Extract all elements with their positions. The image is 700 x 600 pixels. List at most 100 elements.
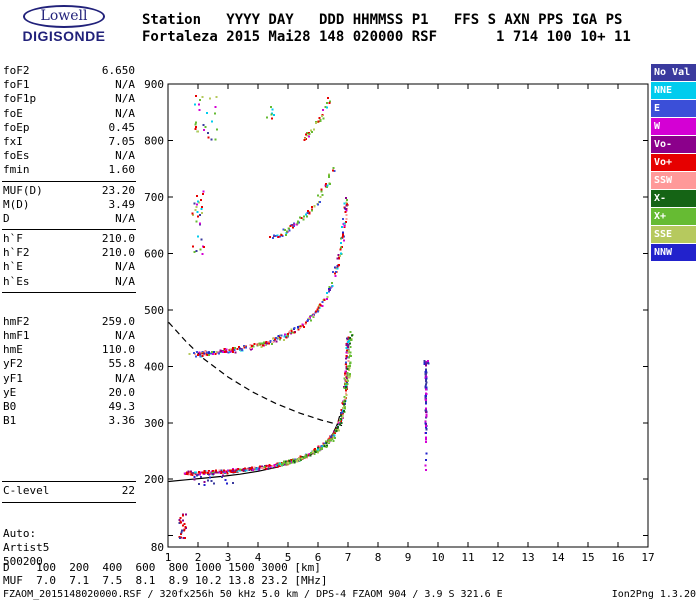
param-row: foF1 N/A [3, 78, 135, 92]
param-value: N/A [115, 329, 135, 342]
param-row: foE N/A [3, 107, 135, 121]
x-tick-label: 5 [285, 551, 292, 564]
legend-item-vo+: Vo+ [651, 154, 696, 171]
param-label: foEp [3, 120, 30, 134]
station-header: Station YYYY DAY DDD HHMMSS P1 FFS S AXN… [142, 12, 631, 46]
legend-item-sse: SSE [651, 226, 696, 243]
muf-distance-table: D 100 200 400 600 800 1000 1500 3000 [km… [3, 561, 328, 587]
param-row: foEs N/A [3, 149, 135, 163]
param-value: N/A [115, 371, 135, 385]
y-axis: 900 800 700 600 500 400 300 200 80 [144, 78, 648, 554]
param-label: 500200 [3, 554, 43, 568]
param-row: fxI 7.05 [3, 135, 135, 149]
param-group: Auto: Artist5 500200 [2, 525, 136, 573]
legend-item-nnw: NNW [651, 244, 696, 261]
param-row: B1 3.36 [3, 414, 135, 428]
param-value: 20.0 [108, 385, 136, 399]
param-row: yF2 55.8 [3, 357, 135, 371]
param-label: fmin [3, 163, 30, 177]
y-tick-label: 900 [144, 78, 164, 91]
series-fourth-order-echo [303, 97, 331, 142]
status-program-version: Ion2Png 1.3.20 [611, 589, 696, 600]
x-tick-label: 3 [225, 551, 232, 564]
series-e-region-echo [178, 513, 187, 540]
y-tick-label: 500 [144, 304, 164, 317]
param-row: 500200 [3, 555, 135, 569]
muf-table-muf-row: MUF 7.0 7.1 7.5 8.1 8.9 10.2 13.8 23.2 [… [3, 574, 328, 587]
logo-brand-text: Lowell [40, 8, 88, 24]
x-tick-label: 14 [551, 551, 565, 564]
param-value: 6.650 [101, 64, 135, 77]
param-value: N/A [115, 78, 135, 92]
series-f-trace-first-order [183, 336, 351, 476]
param-label: foF1p [3, 92, 37, 106]
param-value: 7.05 [108, 134, 136, 148]
header-column-titles: Station YYYY DAY DDD HHMMSS P1 FFS S AXN… [142, 12, 623, 28]
ionogram-svg: 1 2 3 4 5 6 7 8 9 10 11 12 13 14 15 16 17900800700600500… [144, 78, 655, 564]
param-label: h`E [3, 260, 23, 274]
legend-item-ssw: SSW [651, 172, 696, 189]
y-tick-label: 400 [144, 360, 164, 373]
param-row: Artist5 [3, 541, 135, 555]
param-row: B0 49.3 [3, 400, 135, 414]
param-row: h`F 210.0 [3, 232, 135, 246]
legend-item-no-val: No Val [651, 64, 696, 81]
param-value: 22 [121, 484, 135, 498]
y-tick-label: 800 [144, 134, 164, 147]
param-value: N/A [115, 106, 135, 120]
x-tick-label: 9 [405, 551, 412, 564]
param-row: hmF2 259.0 [3, 315, 135, 329]
x-tick-label: 8 [375, 551, 382, 564]
param-label: B1 [3, 414, 17, 428]
param-value: 55.8 [108, 357, 136, 371]
param-label: foE [3, 106, 23, 120]
param-label: Artist5 [3, 540, 50, 554]
param-label: h`F [3, 232, 23, 246]
param-label: C-level [3, 484, 50, 498]
series-second-order-echo [188, 197, 349, 358]
param-label: Auto: [3, 526, 37, 540]
param-value: 210.0 [101, 232, 135, 246]
x-tick-label: 11 [461, 551, 474, 564]
param-row: M(D) 3.49 [3, 198, 135, 212]
param-label: hmF2 [3, 314, 30, 328]
param-row: hmE 110.0 [3, 343, 135, 357]
x-tick-label: 6 [315, 551, 322, 564]
param-label: yF1 [3, 371, 23, 385]
param-label: MUF(D) [3, 183, 43, 197]
series-f-trace-x-mode [278, 331, 354, 467]
x-tick-label: 4 [255, 551, 262, 564]
param-label: D [3, 211, 10, 225]
x-tick-label: 1 [165, 551, 172, 564]
muf-table-distance-row: D 100 200 400 600 800 1000 1500 3000 [km… [3, 561, 321, 574]
y-tick-label: 700 [144, 191, 164, 204]
param-label: M(D) [3, 197, 30, 211]
param-value: 3.49 [108, 197, 136, 211]
transmission-curve [168, 321, 343, 427]
legend-item-x-: X- [651, 190, 696, 207]
param-label: fxI [3, 134, 23, 148]
lowell-logo-ellipse: Lowell [22, 5, 106, 28]
scaled-parameters-panel: foF2 6.650 foF1 N/A foF1p N/A foE N/A foEp 0.45 fx… [2, 62, 136, 572]
param-value: 210.0 [101, 246, 135, 260]
param-row: foF2 6.650 [3, 64, 135, 78]
legend-item-vo-: Vo- [651, 136, 696, 153]
legend-item-e: E [651, 100, 696, 117]
x-tick-label: 7 [345, 551, 352, 564]
param-row: h`E N/A [3, 260, 135, 274]
param-label: B0 [3, 399, 17, 413]
param-row: C-level 22 [3, 484, 135, 498]
param-row: Auto: [3, 527, 135, 541]
series-interference-line-dense [424, 361, 428, 423]
legend-item-x+: X+ [651, 208, 696, 225]
legend-item-nne: NNE [651, 82, 696, 99]
param-row: MUF(D) 23.20 [3, 184, 135, 198]
y-tick-label: 80 [151, 541, 164, 554]
legend-item-w: W [651, 118, 696, 135]
ionogram-plot-container: 1 2 3 4 5 6 7 8 9 10 11 12 13 14 15 16 17 900 800 700 600 500… [140, 60, 696, 576]
param-group: hmF2 259.0 hmF1 N/A hmE 110.0 yF2 55.8 yF1 N/A yE 2… [2, 313, 136, 432]
param-row: D N/A [3, 212, 135, 226]
param-label: foEs [3, 149, 30, 163]
param-row: hmF1 N/A [3, 329, 135, 343]
header-station-values: Fortaleza 2015 Mai28 148 020000 RSF 1 71… [142, 29, 631, 45]
